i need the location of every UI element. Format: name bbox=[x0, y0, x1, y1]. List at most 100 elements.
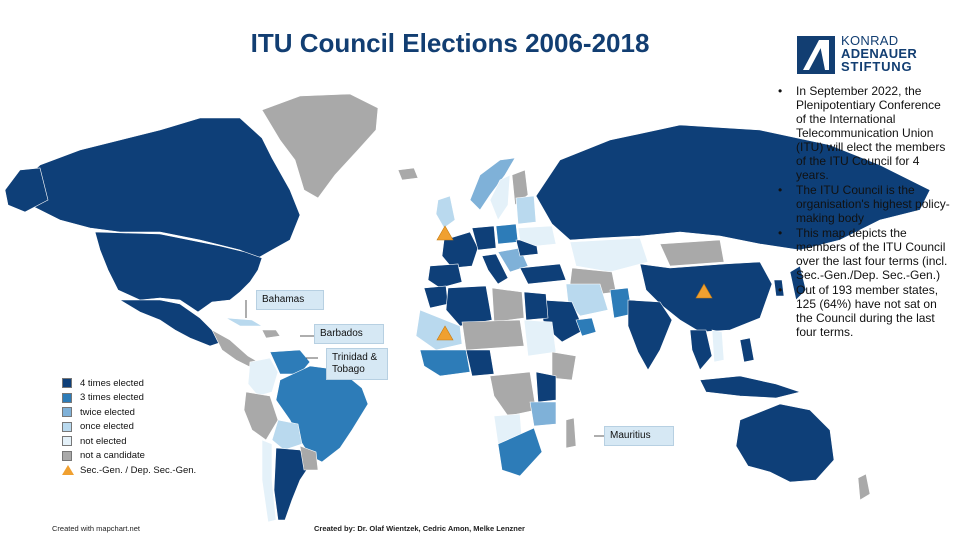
libya bbox=[491, 287, 525, 323]
legend-label: Sec.-Gen. / Dep. Sec.-Gen. bbox=[80, 464, 197, 476]
russia bbox=[535, 124, 931, 251]
gulf bbox=[575, 317, 597, 337]
algeria bbox=[445, 285, 493, 327]
finland bbox=[511, 169, 529, 206]
info-bullets: • In September 2022, the Plenipotentiary … bbox=[776, 84, 952, 340]
callout-barbados: Barbados bbox=[314, 324, 384, 344]
baltic bbox=[515, 195, 537, 225]
bolivia bbox=[271, 419, 303, 451]
bullet-text: Out of 193 member states, 125 (64%) have… bbox=[796, 283, 939, 339]
venezuela bbox=[269, 349, 311, 375]
central-africa bbox=[489, 371, 537, 417]
ukraine bbox=[517, 225, 557, 247]
secgen-marker-uk bbox=[436, 225, 454, 241]
bullet-text: In September 2022, the Plenipotentiary C… bbox=[796, 84, 946, 182]
legend-label: 3 times elected bbox=[80, 392, 144, 404]
legend-swatch bbox=[62, 378, 72, 389]
world-map bbox=[4, 93, 931, 523]
map-title: ITU Council Elections 2006-2018 bbox=[250, 28, 650, 58]
usa bbox=[94, 231, 263, 313]
callout-trinidad: Trinidad & Tobago bbox=[326, 348, 388, 380]
legend-item: Sec.-Gen. / Dep. Sec.-Gen. bbox=[62, 463, 196, 478]
legend-swatch bbox=[62, 392, 72, 403]
legend-item: 4 times elected bbox=[62, 376, 196, 391]
bullet-item: • The ITU Council is the organisation's h… bbox=[778, 183, 950, 225]
secgen-marker-mali bbox=[436, 325, 454, 341]
spain bbox=[427, 263, 463, 289]
callout-mauritius: Mauritius bbox=[604, 426, 674, 446]
egypt bbox=[523, 291, 549, 321]
uk bbox=[435, 195, 456, 229]
legend-label: twice elected bbox=[80, 406, 135, 418]
legend-swatch bbox=[62, 421, 72, 432]
legend-item: once elected bbox=[62, 420, 196, 435]
sweden bbox=[489, 174, 511, 221]
new-zealand bbox=[857, 473, 871, 501]
vietnam bbox=[711, 329, 725, 363]
bullet-item: • Out of 193 member states, 125 (64%) hav… bbox=[778, 283, 939, 339]
canada bbox=[17, 117, 301, 259]
alaska bbox=[4, 167, 49, 213]
legend-item: not elected bbox=[62, 434, 196, 449]
footer-authors: Created by: Dr. Olaf Wientzek, Cedric Am… bbox=[314, 524, 525, 533]
philippines bbox=[739, 337, 755, 363]
korea bbox=[773, 279, 785, 297]
madagascar bbox=[565, 417, 577, 449]
legend-label: 4 times elected bbox=[80, 377, 144, 389]
logo-line-2: ADENAUER bbox=[841, 46, 918, 61]
cuba bbox=[225, 317, 264, 327]
turkey bbox=[519, 263, 567, 285]
niger-chad bbox=[461, 319, 525, 351]
kas-logo-mark-icon bbox=[797, 36, 835, 74]
secgen-marker-china bbox=[695, 283, 713, 299]
legend-swatch bbox=[62, 407, 72, 418]
bullet-item: • In September 2022, the Plenipotentiary … bbox=[778, 84, 946, 182]
ethiopia bbox=[551, 351, 577, 381]
colombia bbox=[247, 357, 279, 397]
legend-swatch bbox=[62, 436, 72, 447]
italy bbox=[481, 253, 509, 285]
legend-swatch bbox=[62, 450, 72, 461]
legend-item: 3 times elected bbox=[62, 391, 196, 406]
legend-item: not a candidate bbox=[62, 449, 196, 464]
indonesia bbox=[699, 375, 802, 399]
greenland bbox=[261, 93, 379, 199]
india bbox=[627, 299, 673, 371]
map-legend: 4 times elected 3 times elected twice el… bbox=[62, 376, 196, 478]
thailand bbox=[689, 329, 713, 371]
peru bbox=[243, 391, 279, 441]
sudan bbox=[523, 319, 557, 357]
tanzania bbox=[529, 401, 557, 427]
kazakhstan bbox=[569, 237, 649, 273]
mexico bbox=[118, 299, 223, 347]
legend-label: not a candidate bbox=[80, 450, 145, 462]
kenya bbox=[535, 371, 557, 403]
southern-africa bbox=[497, 427, 543, 477]
poland bbox=[495, 223, 519, 245]
triangle-icon bbox=[62, 465, 74, 476]
iran bbox=[565, 283, 609, 317]
germany bbox=[471, 225, 497, 251]
legend-item: twice elected bbox=[62, 405, 196, 420]
paraguay-uruguay bbox=[299, 445, 319, 471]
kas-logo: KONRAD ADENAUER STIFTUNG bbox=[797, 34, 927, 78]
france bbox=[441, 231, 479, 269]
mongolia bbox=[659, 239, 725, 267]
bullet-item: • This map depicts the members of the ITU… bbox=[778, 226, 948, 282]
bullet-text: The ITU Council is the organisation's hi… bbox=[796, 183, 950, 225]
morocco bbox=[423, 285, 449, 309]
nigeria bbox=[465, 349, 495, 377]
norway bbox=[469, 157, 516, 211]
callout-bahamas: Bahamas bbox=[256, 290, 324, 310]
iceland bbox=[397, 167, 419, 181]
caribbean bbox=[261, 329, 281, 339]
australia bbox=[735, 403, 835, 483]
chile bbox=[261, 439, 277, 523]
legend-label: not elected bbox=[80, 435, 127, 447]
japan bbox=[789, 265, 807, 301]
west-africa bbox=[419, 349, 471, 377]
logo-line-1: KONRAD bbox=[841, 33, 899, 48]
footer-credit-mapchart: Created with mapchart.net bbox=[52, 524, 140, 533]
logo-line-3: STIFTUNG bbox=[841, 59, 913, 74]
bullet-text: This map depicts the members of the ITU … bbox=[796, 226, 948, 282]
